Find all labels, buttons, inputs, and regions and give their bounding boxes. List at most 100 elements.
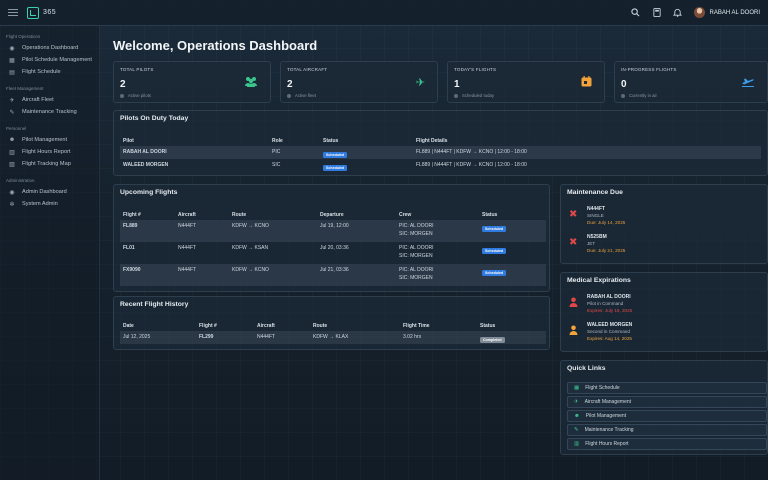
sidebar-item-system-admin[interactable]: ✲ System Admin [0,198,99,210]
expiry-date: Expires: July 15, 2025 [587,308,633,313]
pilots-on-duty-panel: Pilots On Duty Today Pilot Role Status F… [113,110,768,176]
sidebar-item-flight-schedule[interactable]: ▤ Flight Schedule [0,66,99,78]
calculator-icon[interactable] [652,7,662,18]
user-name[interactable]: RABAH AL DOORI [709,9,760,16]
stat-card-todays-flights: TODAY'S FLIGHTS 1 Scheduled today [447,61,605,103]
column-header: Pilot [123,138,134,144]
bell-icon[interactable] [672,8,683,18]
dashboard-icon: ◉ [9,189,15,196]
sidebar-item-maintenance-tracking[interactable]: ✎ Maintenance Tracking [0,106,99,118]
maintenance-item[interactable]: ✖ N444FT SINGLE Due: July 14, 2025 [567,205,762,235]
sidebar-item-aircraft-fleet[interactable]: ✈ Aircraft Fleet [0,94,99,106]
table-row[interactable]: Jul 12, 2025 FL299 N444FT KDFW → KLAX 3.… [120,331,546,344]
sidebar-item-label: Flight Hours Report [22,149,71,155]
gear-icon: ✲ [9,201,15,208]
pilots-table: Pilot Role Status Flight Details RABAH A… [120,135,761,172]
table-header: Date Flight # Aircraft Route Flight Time… [120,320,546,331]
top-bar: 365 RABAH AL DOORI [0,0,768,26]
sidebar-item-flight-hours-report[interactable]: ▥ Flight Hours Report [0,146,99,158]
sidebar-item-label: Aircraft Fleet [22,97,54,103]
route: KDFW → KCNO [232,267,269,273]
column-header: Aircraft [178,212,196,218]
quick-link-aircraft-management[interactable]: ✈ Aircraft Management [567,396,767,408]
sidebar-section-title: Administration [6,178,35,183]
panel-title: Pilots On Duty Today [120,115,189,122]
expiry-date: Expires: Aug 14, 2025 [587,336,632,341]
maintenance-item[interactable]: ✖ N525BM JET Due: July 21, 2025 [567,233,762,263]
crew-pic: PIC: AL DOORI [399,267,434,273]
sidebar-item-admin-dashboard[interactable]: ◉ Admin Dashboard [0,186,99,198]
crew-sic: SIC: MORGEN [399,253,433,259]
stat-value: 2 [120,79,126,90]
pilot-name: WALEED MORGEN [587,322,633,328]
quick-link-pilot-management[interactable]: ☻ Pilot Management [567,410,767,422]
aircraft-registration: N444FT [587,206,606,212]
table-row[interactable]: FL01 N444FT KDFW → KSAN Jul 20, 03:36 PI… [120,242,546,264]
due-date: Due: July 14, 2025 [587,220,626,225]
sidebar-item-label: Maintenance Tracking [22,109,77,115]
avatar[interactable] [693,7,705,18]
due-date: Due: July 21, 2025 [587,248,626,253]
table-row[interactable]: FX9090 N444FT KDFW → KCNO Jul 21, 03:36 … [120,264,546,286]
wrench-icon: ✎ [9,109,15,116]
pilot-name: RABAH AL DOORI [123,149,167,155]
menu-icon[interactable] [8,9,18,16]
sidebar-item-pilot-management[interactable]: ☻ Pilot Management [0,134,99,146]
takeoff-icon [741,76,755,90]
sidebar-item-flight-tracking-map[interactable]: ▧ Flight Tracking Map [0,158,99,170]
plane-icon: ✈ [415,77,425,89]
table-row[interactable]: FL889 N444FT KDFW → KCNO Jul 19, 12:00 P… [120,220,546,242]
plane-icon: ✈ [574,399,579,405]
stat-card-in-progress-flights: IN-PROGRESS FLIGHTS 0 Currently in air [614,61,768,103]
panel-title: Quick Links [567,365,606,372]
dashboard-icon: ◉ [9,45,15,52]
column-header: Route [232,212,247,218]
aircraft: N444FT [178,245,197,251]
column-header: Role [272,138,283,144]
route: KDFW → KLAX [313,334,349,340]
medical-item[interactable]: WALEED MORGEN Second in Command Expires:… [567,321,762,351]
pilot-role: Second in Command [587,329,630,334]
crew-sic: SIC: MORGEN [399,275,433,281]
quick-link-label: Pilot Management [585,413,627,419]
table-row[interactable]: RABAH AL DOORI PIC Scheduled FL889 | N44… [120,146,761,159]
upcoming-flights-table: Flight # Aircraft Route Departure Crew S… [120,209,546,286]
sidebar-item-pilot-schedule[interactable]: ▦ Pilot Schedule Management [0,54,99,66]
flight-number: FX9090 [123,267,141,273]
departure: Jul 19, 12:00 [320,223,349,229]
status-badge-text: Scheduled [482,226,507,232]
stat-sub: Currently in air [621,93,657,98]
sidebar-item-label: Flight Schedule [22,69,61,75]
panel-title: Recent Flight History [120,301,189,308]
user-icon [569,297,578,310]
table-header: Flight # Aircraft Route Departure Crew S… [120,209,546,220]
column-header: Status [480,323,496,329]
column-header: Route [313,323,328,329]
medical-item[interactable]: RABAH AL DOORI Pilot in Command Expires:… [567,293,762,323]
search-icon[interactable] [631,7,641,18]
sidebar-section-title: Fleet Management [6,86,44,91]
stat-value: 1 [454,79,460,90]
aircraft: N444FT [257,334,276,340]
quick-link-flight-schedule[interactable]: ▦ Flight Schedule [567,382,767,394]
status-badge-text: Scheduled [323,152,348,158]
users-icon [244,76,258,90]
panel-title: Medical Expirations [567,277,631,284]
table-header: Pilot Role Status Flight Details [120,135,761,146]
quick-links-panel: Quick Links ▦ Flight Schedule ✈ Aircraft M… [560,360,768,455]
pilot-name: RABAH AL DOORI [587,294,631,300]
sidebar-item-operations-dashboard[interactable]: ◉ Operations Dashboard [0,42,99,54]
column-header: Date [123,323,134,329]
stat-sub: Active pilots [120,93,151,98]
quick-link-maintenance-tracking[interactable]: ✎ Maintenance Tracking [567,424,767,436]
report-icon: ▥ [574,441,580,447]
quick-link-flight-hours-report[interactable]: ▥ Flight Hours Report [567,438,767,450]
wrench-icon: ✖ [569,237,578,248]
flight-number: FL889 [123,223,138,229]
panel-title: Maintenance Due [567,189,623,196]
calendar-icon [581,76,592,90]
brand-name: 365 [43,9,57,16]
pilot-name: WALEED MORGEN [123,162,169,168]
flight-date: Jul 12, 2025 [123,334,151,340]
table-row[interactable]: WALEED MORGEN SIC Scheduled FL889 | N444… [120,159,761,172]
